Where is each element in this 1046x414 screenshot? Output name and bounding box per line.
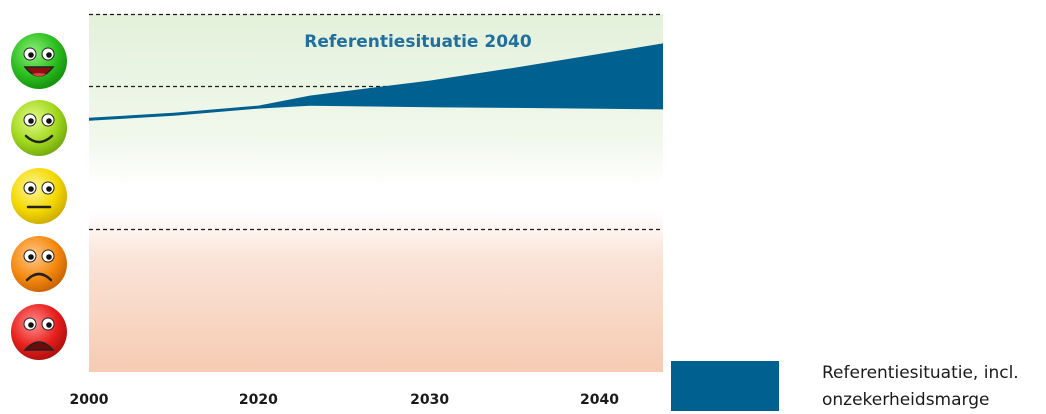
x-axis-ticks: 2000 2020 2030 2040 [70, 392, 620, 408]
very-sad-red-smiley-icon [11, 304, 67, 360]
very-happy-green-smiley-icon [11, 33, 67, 89]
legend-label-line-1: Referentiesituatie, incl. [822, 363, 1019, 383]
series-area-0 [89, 43, 663, 121]
happy-lightgreen-smiley-icon [11, 100, 67, 156]
legend-label: Referentiesituatie, incl. onzekerheidsma… [822, 360, 1046, 414]
x-tick-label-2000: 2000 [70, 392, 109, 408]
neutral-yellow-smiley-icon [11, 168, 67, 224]
x-tick-label-2020: 2020 [239, 392, 278, 408]
x-tick-label-2030: 2030 [410, 392, 449, 408]
legend-label-line-2: onzekerheidsmarge [822, 390, 990, 410]
sad-orange-smiley-icon [11, 236, 67, 292]
chart-title: Referentiesituatie 2040 [304, 32, 532, 52]
legend-swatch [671, 361, 779, 411]
series-layer [89, 43, 663, 121]
x-tick-label-2040: 2040 [580, 392, 619, 408]
